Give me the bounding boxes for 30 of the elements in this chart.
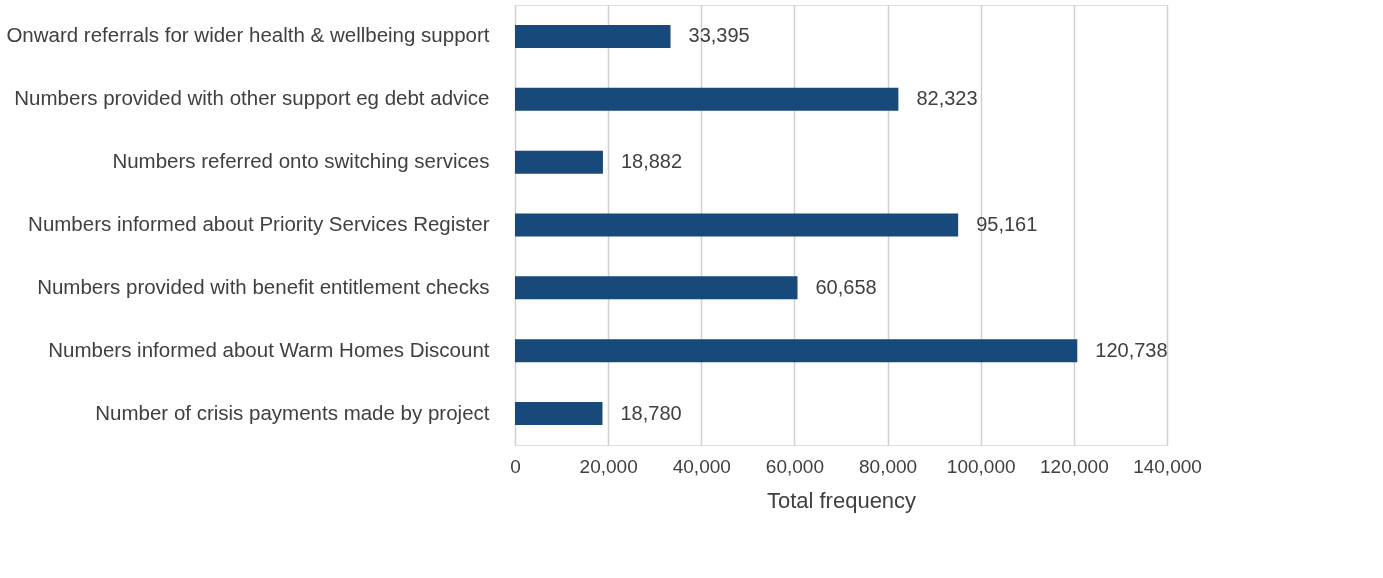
y-tick-label: Numbers provided with benefit entitlement checks [37,274,490,298]
y-tick-label: Numbers provided with other support eg debt advice [14,86,490,110]
y-tick-label: Onward referrals for wider health & wellbeing support [6,23,490,47]
data-label: 95,161 [976,213,1038,235]
data-label: 82,323 [916,87,978,110]
bar [515,24,671,48]
y-tick-label: Number of crisis payments made by project [95,400,490,424]
x-tick-label: 20,000 [579,455,638,477]
x-tick-label: 100,000 [946,455,1016,477]
x-tick-label: 60,000 [765,455,824,477]
y-tick-label: Numbers referred onto switching services [112,149,490,173]
data-label: 18,780 [620,401,682,424]
bar [515,213,959,237]
x-tick-label: 120,000 [1040,455,1109,477]
y-tick-label: Numbers informed about Warm Homes Discount [48,337,490,361]
x-tick-label: 40,000 [672,455,731,477]
x-tick-label: 80,000 [859,455,918,477]
bar [515,87,899,111]
x-tick-label: 140,000 [1133,455,1202,477]
data-label: 120,738 [1095,338,1168,361]
data-label: 60,658 [815,275,877,298]
x-tick-label: 0 [510,455,521,477]
data-label: 18,882 [620,150,683,173]
bar [515,339,1078,363]
bar [515,276,798,300]
bar [515,402,603,426]
y-tick-label: Numbers informed about Priority Services Register [28,212,490,235]
bar [515,150,603,174]
x-axis-title: Total frequency [766,487,917,513]
data-label: 33,395 [688,24,750,47]
